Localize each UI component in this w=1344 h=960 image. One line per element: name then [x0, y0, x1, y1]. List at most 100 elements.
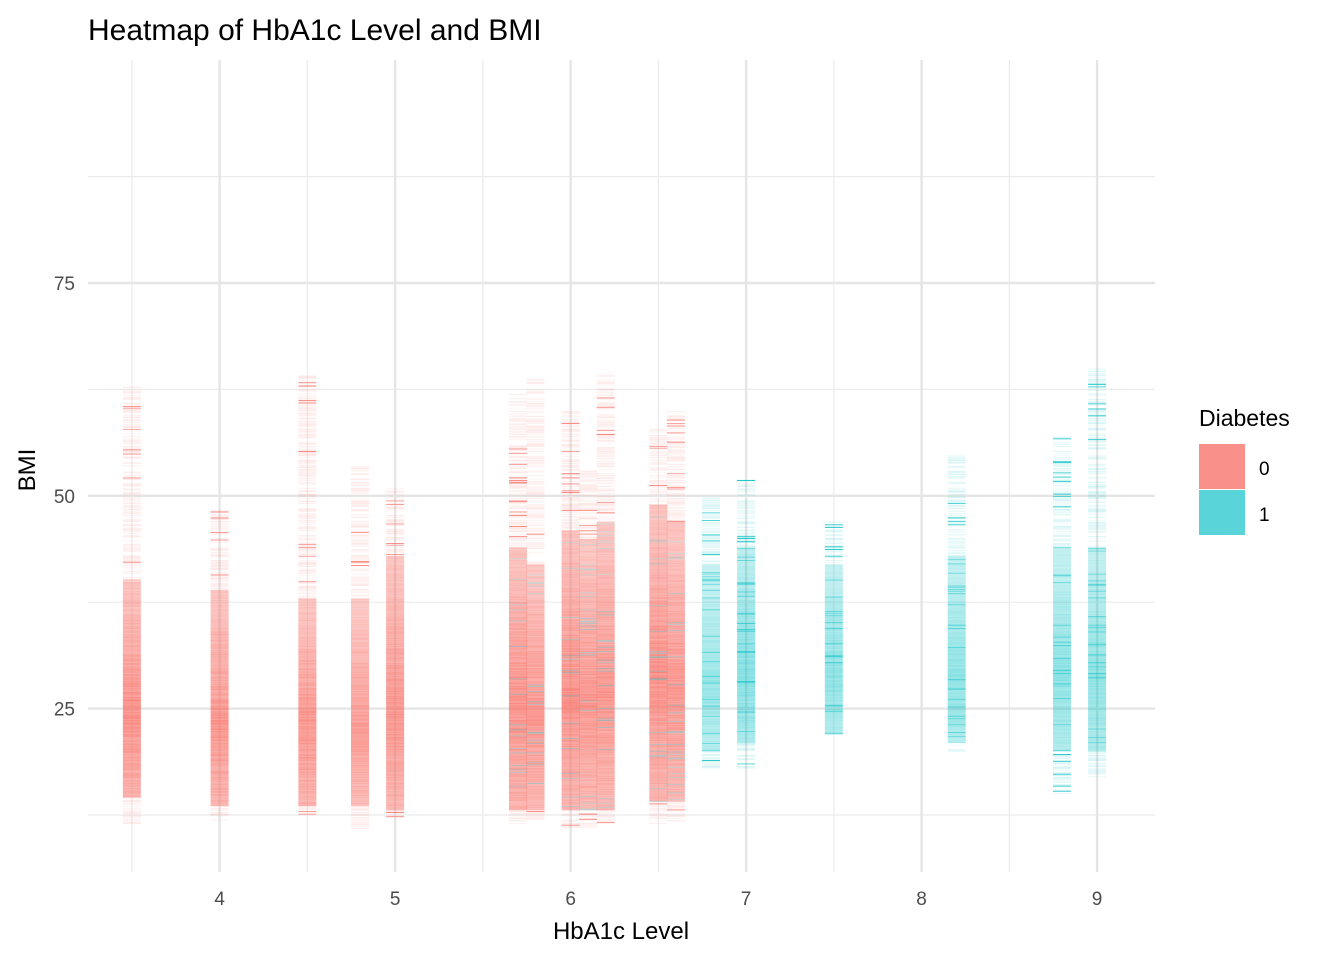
- heatmap-tile: [666, 594, 685, 596]
- heatmap-tile: [351, 681, 370, 683]
- heatmap-tile: [649, 702, 668, 704]
- heatmap-tile: [210, 803, 229, 805]
- heatmap-tile: [122, 783, 141, 785]
- heatmap-tile: [579, 734, 598, 736]
- heatmap-tile: [666, 666, 685, 668]
- heatmap-tile: [210, 647, 229, 649]
- heatmap-tile: [666, 673, 685, 675]
- heatmap-tile: [596, 681, 615, 683]
- heatmap-tile: [666, 428, 685, 430]
- heatmap-tile: [596, 578, 615, 580]
- heatmap-tile: [561, 792, 580, 794]
- heatmap-tile: [579, 495, 598, 497]
- heatmap-tile: [666, 652, 685, 654]
- heatmap-tile: [526, 463, 545, 465]
- heatmap-tile: [122, 708, 141, 710]
- heatmap-tile: [596, 720, 615, 721]
- heatmap-tile: [526, 731, 545, 733]
- heatmap-tile: [561, 630, 580, 632]
- heatmap-tile: [561, 635, 580, 637]
- heatmap-tile: [508, 492, 527, 494]
- heatmap-tile: [526, 419, 545, 421]
- heatmap-tile: [351, 565, 370, 567]
- heatmap-tile: [508, 476, 527, 478]
- heatmap-tile: [561, 649, 580, 651]
- heatmap-tile: [561, 758, 580, 760]
- heatmap-tile: [298, 786, 317, 788]
- heatmap-tile: [351, 630, 370, 632]
- heatmap-tile: [386, 593, 405, 595]
- heatmap-tile: [702, 714, 721, 716]
- heatmap-tile: [561, 443, 580, 445]
- heatmap-tile: [508, 617, 527, 618]
- heatmap-tile: [596, 450, 615, 452]
- heatmap-tile: [298, 496, 317, 498]
- heatmap-tile: [210, 683, 229, 685]
- heatmap-tile: [702, 720, 721, 722]
- heatmap-tile: [351, 674, 370, 676]
- heatmap-tile: [351, 653, 370, 655]
- heatmap-tile: [561, 732, 580, 734]
- heatmap-tile: [210, 653, 229, 655]
- heatmap-tile: [596, 766, 615, 767]
- heatmap-tile: [508, 802, 527, 804]
- heatmap-tile: [561, 651, 580, 653]
- heatmap-tile: [351, 792, 370, 794]
- heatmap-tile: [386, 570, 405, 572]
- heatmap-tile: [351, 726, 370, 728]
- heatmap-tile: [526, 580, 545, 582]
- heatmap-tile: [298, 449, 317, 451]
- heatmap-tile: [649, 730, 668, 732]
- heatmap-tile: [596, 529, 615, 531]
- heatmap-tile: [351, 620, 370, 622]
- heatmap-tile: [526, 598, 545, 600]
- heatmap-tile: [666, 752, 685, 754]
- heatmap-tile: [579, 577, 598, 579]
- heatmap-tile: [666, 754, 685, 756]
- heatmap-tile: [666, 705, 685, 707]
- heatmap-tile: [351, 691, 370, 693]
- heatmap-tile: [526, 378, 545, 380]
- heatmap-tile: [666, 677, 685, 679]
- heatmap-tile: [210, 789, 229, 791]
- heatmap-tile: [579, 617, 598, 619]
- heatmap-tile: [210, 642, 229, 644]
- heatmap-tile: [579, 679, 598, 681]
- heatmap-tile: [649, 709, 668, 710]
- heatmap-tile: [526, 678, 545, 680]
- heatmap-tile: [508, 531, 527, 533]
- heatmap-tile: [579, 772, 598, 774]
- heatmap-tile: [596, 550, 615, 552]
- heatmap-tile: [561, 487, 580, 489]
- heatmap-tile: [122, 583, 141, 585]
- heatmap-tile: [561, 728, 580, 730]
- heatmap-tile: [596, 727, 615, 729]
- heatmap-tile: [526, 667, 545, 669]
- heatmap-tile: [579, 594, 598, 596]
- heatmap-tile: [649, 628, 668, 630]
- heatmap-tile: [561, 429, 580, 431]
- heatmap-tile: [579, 748, 598, 750]
- heatmap-tile: [210, 537, 229, 539]
- heatmap-tile: [526, 709, 545, 710]
- heatmap-tile: [210, 638, 229, 640]
- heatmap-tile: [210, 703, 229, 704]
- heatmap-tile: [596, 783, 615, 784]
- heatmap-tile: [298, 613, 317, 615]
- heatmap-tile: [596, 669, 615, 670]
- heatmap-tile: [561, 634, 580, 636]
- heatmap-tile: [298, 445, 317, 447]
- heatmap-tile: [508, 591, 527, 593]
- heatmap-tile: [666, 451, 685, 453]
- heatmap-tile: [298, 581, 317, 583]
- heatmap-tile: [596, 696, 615, 698]
- heatmap-tile: [561, 640, 580, 641]
- heatmap-tile: [561, 505, 580, 507]
- heatmap-tile: [579, 590, 598, 592]
- heatmap-tile: [666, 520, 685, 521]
- heatmap-tile: [210, 574, 229, 576]
- heatmap-tile: [298, 497, 317, 499]
- heatmap-tile: [526, 587, 545, 589]
- heatmap-tile: [666, 809, 685, 811]
- heatmap-tile: [596, 635, 615, 637]
